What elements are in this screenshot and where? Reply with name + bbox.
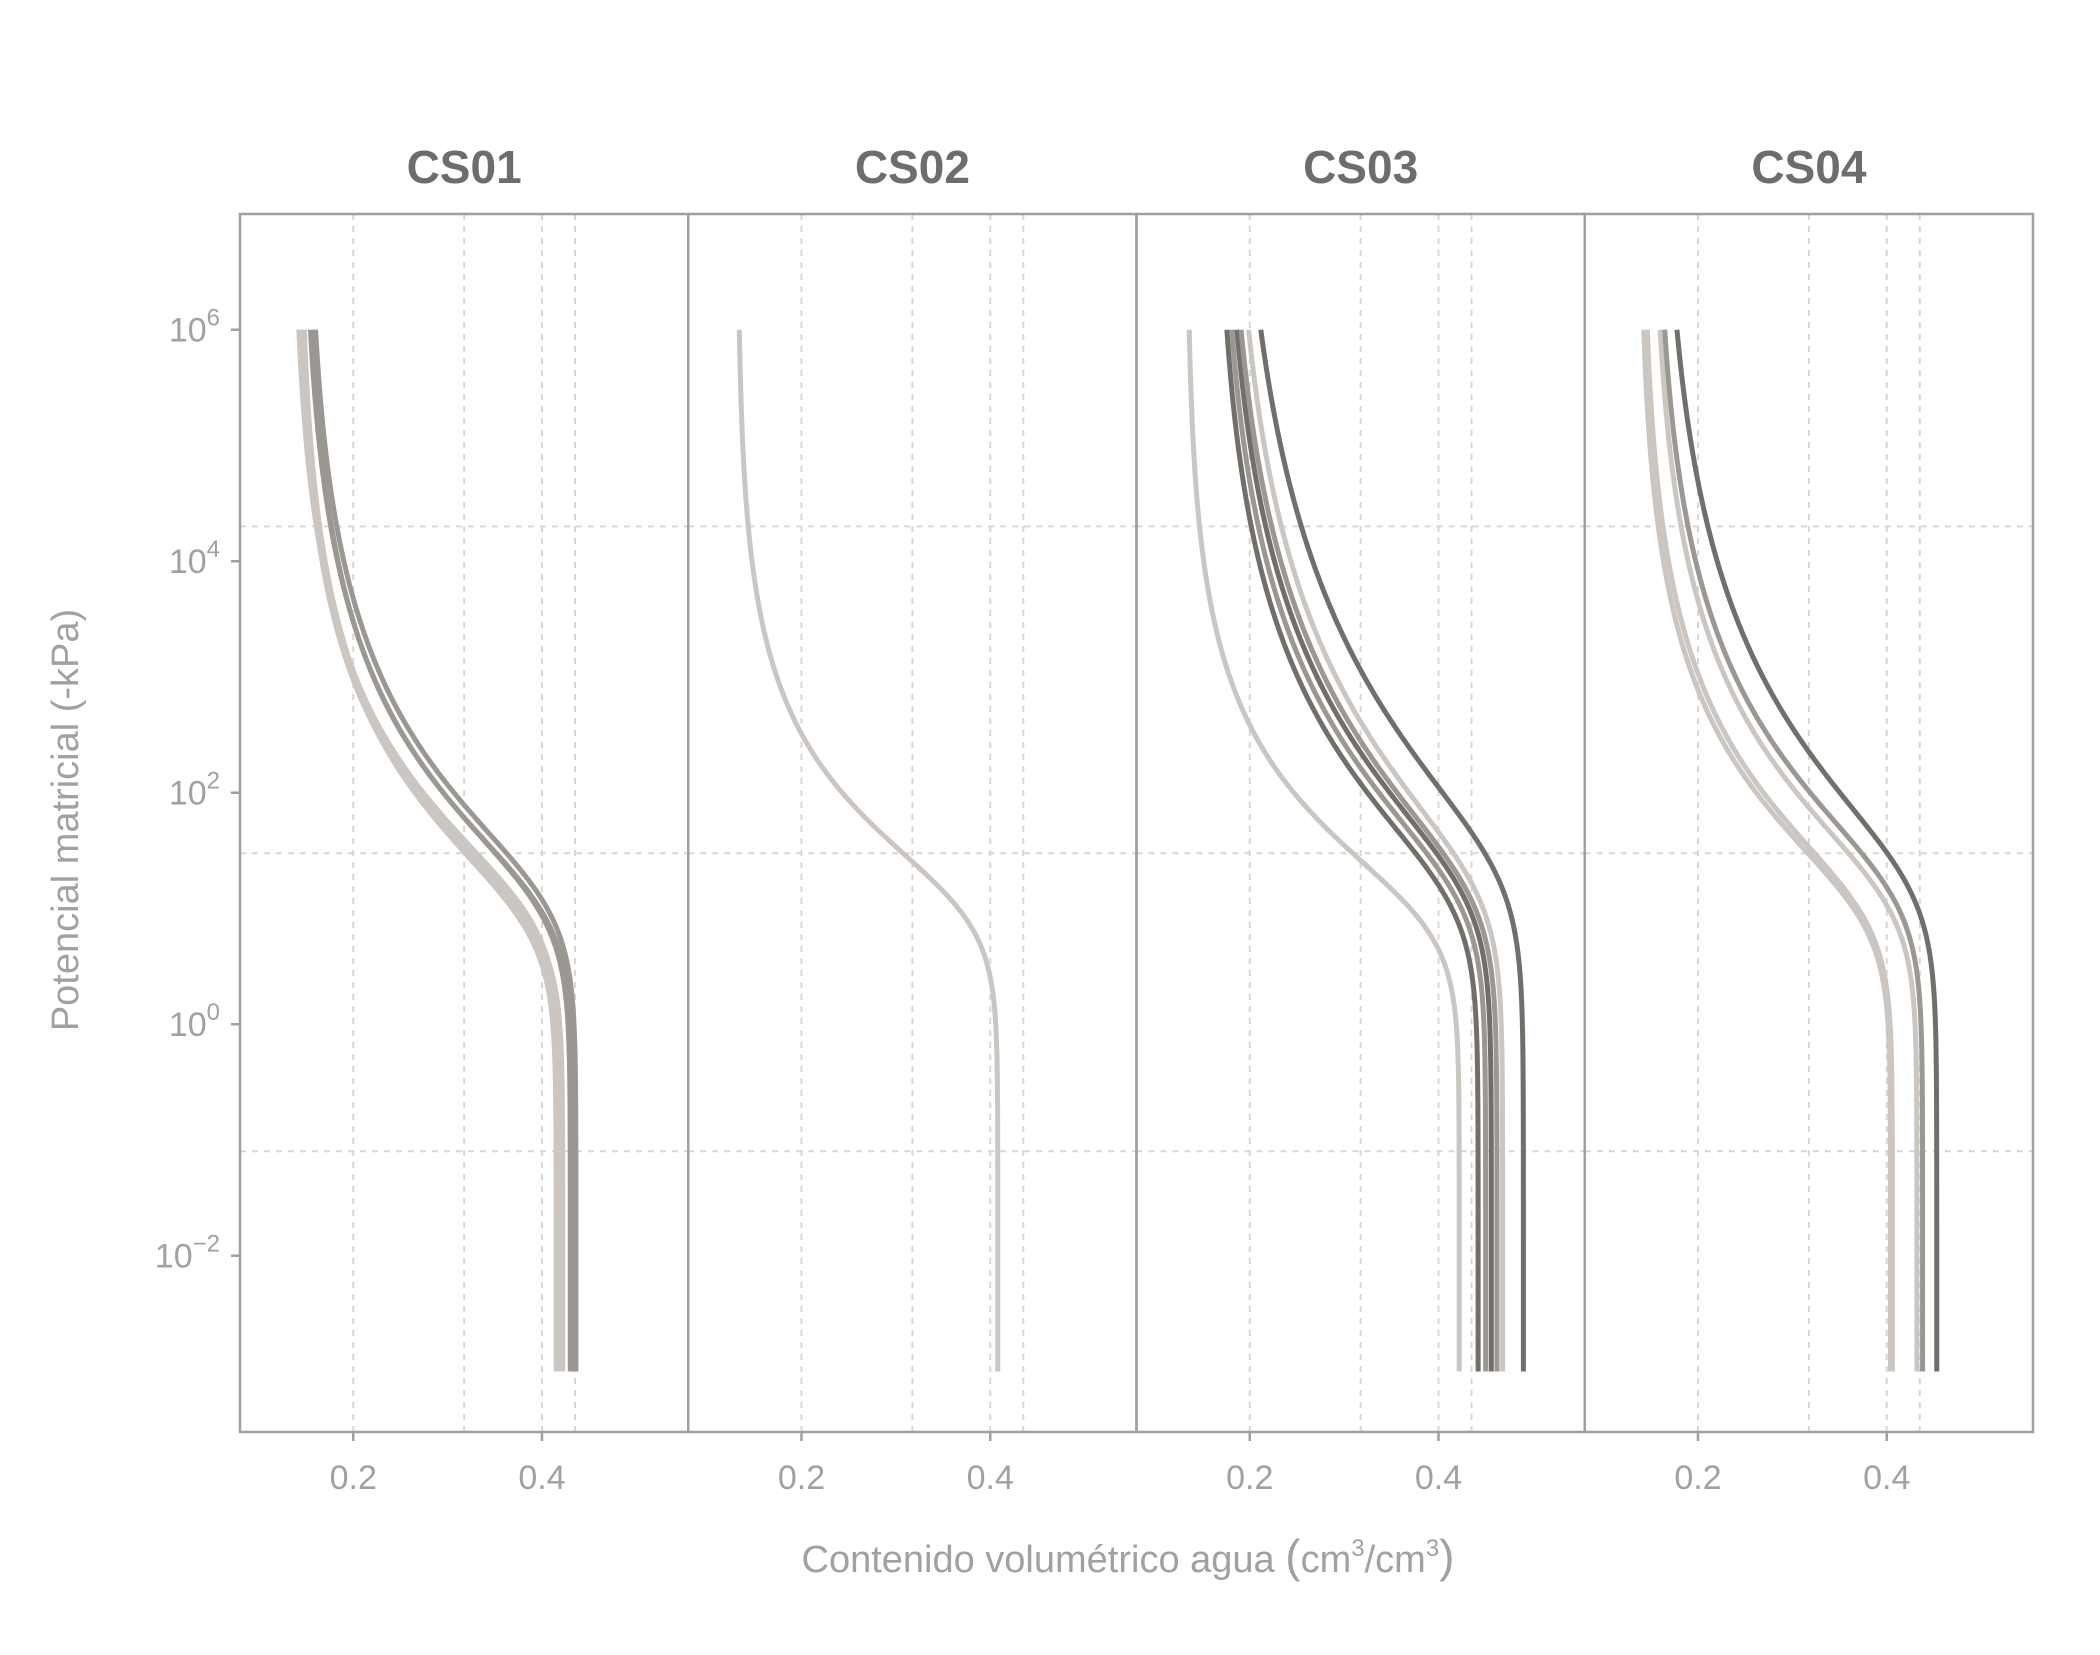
frame-layer [231, 212, 2035, 1441]
series-line [301, 329, 562, 1372]
y-tick-label: 102 [169, 768, 220, 813]
series-line [313, 329, 579, 1372]
y-axis-title: Potencial matricial (-kPa) [45, 609, 87, 1031]
x-axis-title-text: Contenido volumétrico agua [802, 1539, 1276, 1581]
panel-title: CS01 [407, 141, 522, 193]
x-tick-label: 0.2 [1674, 1459, 1721, 1497]
series-line [299, 329, 566, 1372]
x-axis-unit-open: ( [1285, 1530, 1301, 1582]
panel-title: CS02 [855, 141, 970, 193]
y-tick-label: 100 [169, 999, 220, 1044]
x-axis-unit-sup: 3 [1351, 1535, 1364, 1562]
x-axis-title: Contenido volumétrico agua (cm3/cm3) [802, 1530, 1455, 1582]
series-line [1238, 329, 1500, 1372]
panel-title: CS03 [1303, 141, 1418, 193]
x-tick-label: 0.4 [518, 1459, 565, 1497]
series-line [736, 329, 1001, 1372]
y-tick-base: 10 [169, 312, 207, 350]
x-axis-unit-close: ) [1439, 1530, 1454, 1582]
series-line [307, 329, 573, 1372]
y-tick-base: 10 [169, 543, 207, 581]
x-axis-unit-sup: 3 [1426, 1535, 1439, 1562]
series-line [1258, 329, 1526, 1372]
series-line [1662, 329, 1926, 1372]
x-axis-unit-part: cm [1301, 1539, 1352, 1581]
y-tick-base: 10 [155, 1238, 193, 1276]
series-line [1644, 329, 1895, 1372]
y-tick-label: 10−2 [155, 1231, 220, 1276]
series-line [1229, 329, 1489, 1372]
x-axis-unit-part: /cm [1365, 1539, 1426, 1581]
series-line [1224, 329, 1481, 1372]
y-tick-exponent: 4 [207, 536, 220, 563]
series-line [309, 329, 576, 1372]
series-line [1246, 329, 1506, 1372]
y-tick-label: 104 [169, 536, 220, 581]
y-tick-label: 106 [169, 305, 220, 350]
x-tick-label: 0.2 [1226, 1459, 1273, 1497]
panel-title: CS04 [1751, 141, 1866, 193]
series-line [1186, 329, 1462, 1372]
series-line [1234, 329, 1494, 1372]
y-tick-base: 10 [169, 775, 207, 813]
label-layer: CS01 0.2 0.4 CS02 0.2 0.4 CS03 0.2 0.4 CS04 0.2 0.4… [155, 141, 1911, 1497]
y-tick-exponent: −2 [193, 1231, 220, 1258]
x-tick-label: 0.4 [967, 1459, 1014, 1497]
y-tick-exponent: 2 [207, 768, 220, 795]
panel-frame [1583, 212, 2035, 1434]
curve-layer [296, 329, 1940, 1372]
x-tick-label: 0.4 [1863, 1459, 1910, 1497]
y-tick-exponent: 6 [207, 305, 220, 332]
y-tick-base: 10 [169, 1006, 207, 1044]
series-line [1657, 329, 1920, 1372]
x-tick-label: 0.4 [1415, 1459, 1462, 1497]
series-line [1674, 329, 1940, 1372]
x-tick-label: 0.2 [330, 1459, 377, 1497]
series-line [298, 329, 559, 1372]
series-line [296, 329, 564, 1372]
y-tick-exponent: 0 [207, 999, 220, 1026]
x-tick-label: 0.2 [778, 1459, 825, 1497]
